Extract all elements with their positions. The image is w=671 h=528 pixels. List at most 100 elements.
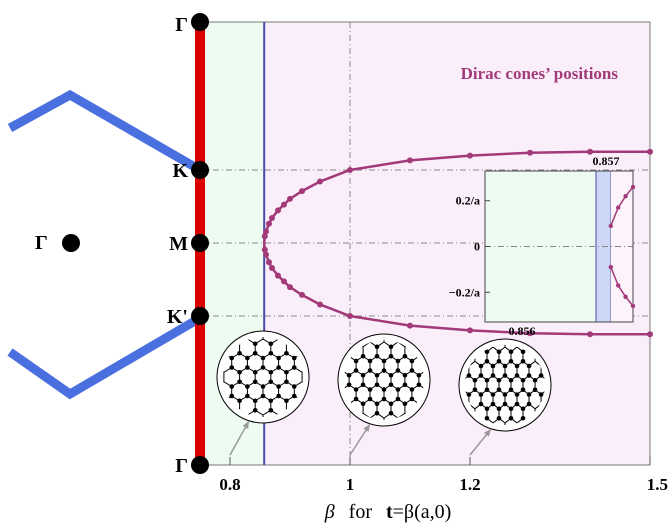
inset-y-tick-label-0: 0.2/a — [456, 194, 480, 208]
lattice-atom — [490, 363, 496, 369]
curve-point-1-10 — [347, 313, 353, 319]
lattice-atom — [367, 358, 373, 364]
k-point-label-0: Γ — [175, 14, 188, 36]
curve-point-0-10 — [347, 167, 353, 173]
curve-point-0-4 — [269, 215, 275, 222]
lattice-atom — [260, 355, 266, 361]
gamma-point-center-marker — [62, 234, 80, 252]
lattice-atom — [514, 373, 520, 378]
lattice-atom — [245, 355, 250, 361]
lattice-atom — [268, 398, 274, 404]
lattice-atom — [367, 396, 373, 402]
lattice-atom — [514, 401, 520, 407]
lattice-atom — [346, 372, 352, 378]
lattice-bonds — [344, 340, 424, 420]
lattice-atom — [514, 363, 520, 369]
lattice-atom — [538, 392, 544, 397]
x-tick-label-0: 0.8 — [219, 475, 240, 494]
lattice-atom — [374, 372, 380, 378]
x-tick-label-2: 1.2 — [459, 475, 480, 494]
lattice-atom — [284, 369, 289, 375]
lattice-atom — [520, 406, 526, 412]
lattice-atom — [496, 415, 502, 421]
lattice-atom — [388, 344, 394, 350]
lattice-illustration-2 — [458, 338, 552, 456]
curve-point-1-11 — [407, 322, 413, 329]
lattice-illustrations — [216, 330, 552, 456]
lattice-atom — [538, 373, 544, 378]
lattice-atom — [284, 350, 289, 356]
lattice-atom — [381, 387, 387, 392]
lattice-atom — [229, 365, 235, 370]
curve-point-0-14 — [587, 148, 593, 155]
hexagon-upper-edge — [7, 89, 203, 174]
lattice-atom — [508, 406, 514, 412]
lattice-atom — [388, 372, 394, 378]
lattice-atom — [252, 379, 258, 385]
lattice-atom — [526, 363, 532, 369]
lattice-atom — [284, 379, 289, 385]
curve-point-0-11 — [407, 157, 413, 164]
chart-title: Dirac cones’ positions — [461, 64, 619, 83]
lattice-atom — [526, 373, 532, 378]
lattice-atom — [508, 387, 514, 393]
lattice-atom — [388, 410, 394, 416]
lattice-atom — [291, 384, 297, 389]
inset-chart: 0.2/a 0 −0.2/a 0.856 0.857 — [449, 154, 636, 338]
lattice-atom — [353, 387, 359, 392]
lattice-atom — [237, 379, 242, 385]
curve-point-1-5 — [275, 272, 281, 279]
lattice-atom — [381, 358, 387, 364]
lattice-atom — [367, 368, 373, 373]
lattice-atom — [508, 358, 514, 364]
lattice-atom — [472, 377, 478, 383]
lattice-atom — [502, 401, 508, 407]
lattice-atom — [252, 407, 258, 413]
lattice-atom — [402, 353, 408, 359]
curve-point-1-14 — [587, 331, 593, 338]
inset-point-0-3 — [630, 184, 636, 190]
lattice-circle — [337, 333, 431, 427]
lattice-atom — [268, 407, 274, 413]
lattice-illustration-0 — [216, 330, 310, 456]
x-tick-label-1: 1 — [346, 475, 355, 494]
lattice-atom — [496, 349, 502, 355]
curve-point-1-8 — [299, 291, 305, 298]
lattice-atom — [260, 393, 266, 399]
lattice-atom — [388, 353, 394, 359]
lattice-atom — [409, 396, 415, 402]
k-point-label-2: M — [169, 233, 188, 255]
x-axis-label-t: t — [386, 501, 393, 523]
curve-line-0 — [262, 150, 650, 244]
curve-point-1-1 — [261, 246, 268, 253]
x-axis-label-beta: β — [324, 501, 335, 523]
lattice-atom — [402, 401, 408, 407]
lattice-atom — [268, 379, 274, 385]
lattice-atom — [229, 355, 235, 361]
lattice-atom — [478, 363, 484, 369]
lattice-atom — [245, 365, 250, 370]
inset-point-1-0 — [608, 264, 613, 270]
gamma-point-center-label: Γ — [35, 232, 48, 254]
lattice-atom — [252, 350, 258, 356]
lattice-atom — [291, 393, 297, 399]
lattice-atom — [395, 396, 401, 402]
inset-curve-1 — [610, 266, 634, 307]
lattice-atom — [514, 392, 520, 397]
x-axis-label-rest: =β(a,0) — [393, 501, 452, 523]
k-point-marker-2 — [191, 234, 209, 252]
curve-point-0-2 — [263, 228, 269, 235]
curve-point-1-12 — [467, 327, 473, 334]
lattice-network — [344, 340, 424, 420]
lattice-atom — [360, 401, 366, 407]
k-point-marker-0 — [191, 13, 209, 31]
curve-point-0-7 — [287, 195, 293, 202]
lattice-atom — [374, 344, 380, 350]
lattice-atom — [276, 365, 281, 370]
lattice-atom — [416, 382, 422, 388]
lattice-atom — [229, 393, 235, 399]
lattice-atom — [478, 373, 484, 378]
lattice-atom — [353, 368, 359, 373]
curve-point-1-3 — [266, 259, 272, 266]
lattice-arrowhead — [242, 421, 249, 429]
